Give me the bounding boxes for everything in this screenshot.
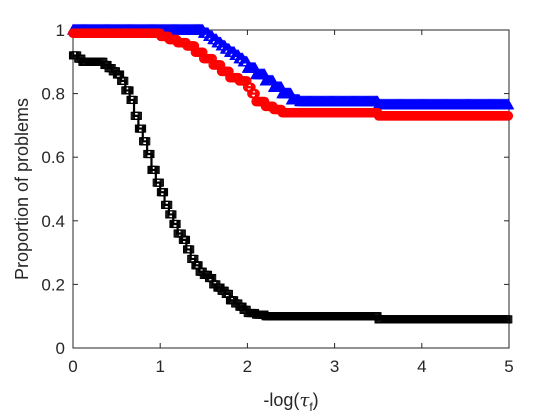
data-point: [186, 245, 195, 254]
data-point: [155, 178, 164, 187]
data-point: [133, 111, 142, 120]
x-axis-label-symbol: τ: [299, 390, 310, 411]
plot-box: [72, 29, 510, 349]
y-tick-label: 0.2: [41, 275, 65, 294]
x-tick-label: 2: [243, 357, 252, 376]
y-tick-label: 1: [56, 21, 65, 40]
x-axis-label: -log(τf): [263, 390, 318, 414]
data-point: [181, 235, 191, 244]
data-point: [151, 165, 160, 174]
data-point: [504, 315, 513, 324]
x-axis-label-close: ): [313, 390, 319, 410]
data-point: [138, 124, 147, 133]
x-tick-label: 0: [68, 357, 77, 376]
y-tick-label: 0.8: [41, 85, 65, 104]
data-point: [502, 98, 515, 110]
y-tick-label: 0: [56, 339, 65, 358]
data-point: [172, 219, 181, 229]
data-point: [142, 137, 151, 146]
y-axis-label: Proportion of problems: [12, 98, 32, 280]
x-tick-label: 1: [155, 357, 164, 376]
tick-labels: 0 1 2 3 4 5 0 0.2 0.4 0.6 0.8 1: [41, 21, 513, 376]
data-point: [146, 149, 155, 159]
y-tick-label: 0.4: [41, 212, 65, 231]
series-1: [68, 28, 514, 121]
x-axis-label-subscript: f: [309, 400, 313, 414]
x-tick-label: 4: [417, 357, 426, 376]
data-point: [159, 188, 169, 197]
data-point: [164, 200, 173, 209]
data-point: [503, 111, 514, 121]
y-tick-label: 0.6: [41, 148, 65, 167]
series-2: [68, 51, 513, 324]
series-0: [66, 23, 515, 110]
x-tick-label: 5: [504, 357, 513, 376]
axes: [72, 29, 510, 349]
data-point: [168, 210, 177, 219]
data-point: [129, 95, 138, 105]
series-layer: [66, 23, 515, 324]
data-point: [125, 86, 134, 95]
x-tick-label: 3: [330, 357, 339, 376]
data-point: [120, 76, 129, 85]
x-axis-label-main: -log(: [263, 390, 299, 410]
